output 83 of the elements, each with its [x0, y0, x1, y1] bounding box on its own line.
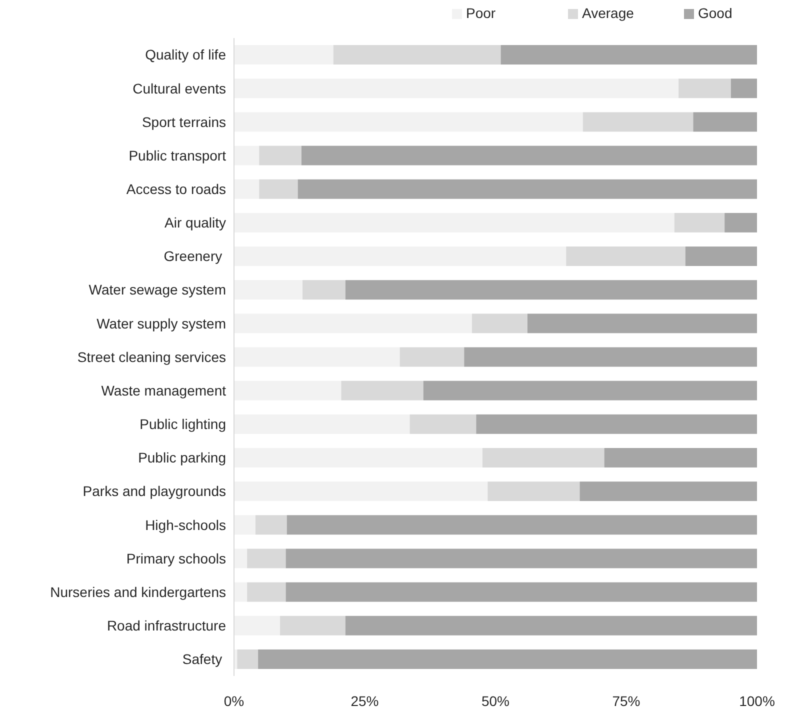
bar: [234, 112, 583, 132]
bar: [685, 246, 757, 266]
x-tick-label: 50%: [481, 693, 510, 709]
y-tick-label: Water supply system: [96, 315, 226, 332]
y-tick-label: Primary schools: [126, 550, 226, 566]
bar: [286, 515, 757, 535]
bar: [333, 45, 501, 65]
bar: [604, 448, 757, 468]
y-tick-label: Waste management: [101, 382, 226, 398]
y-tick-label: Public parking: [138, 450, 226, 466]
bar: [259, 146, 302, 166]
bar: [693, 112, 757, 132]
x-tick-label: 25%: [350, 693, 379, 709]
bar: [234, 515, 256, 535]
legend-label: Average: [582, 5, 634, 21]
bar: [234, 482, 488, 502]
bar: [410, 414, 476, 434]
bar: [345, 616, 757, 636]
bar: [488, 482, 580, 502]
bar: [286, 548, 757, 568]
bar: [464, 347, 757, 367]
bar: [234, 146, 260, 166]
bar: [678, 78, 731, 98]
bar: [301, 146, 757, 166]
y-tick-label: Sport terrains: [142, 114, 226, 130]
bar: [234, 414, 410, 434]
bar: [582, 112, 694, 132]
bar: [400, 347, 464, 367]
y-tick-label: Cultural events: [132, 80, 226, 96]
bar: [247, 582, 286, 602]
y-tick-label: Water sewage system: [88, 282, 226, 298]
bar: [482, 448, 604, 468]
legend-label: Good: [698, 5, 732, 21]
bar: [234, 246, 566, 266]
bar: [234, 616, 280, 636]
bar: [345, 280, 757, 300]
bar: [234, 380, 342, 400]
bar: [234, 45, 334, 65]
bar: [566, 246, 686, 266]
legend-label: Poor: [466, 5, 496, 21]
bar: [237, 649, 258, 669]
y-tick-label: High-schools: [145, 516, 226, 533]
bar: [234, 78, 679, 98]
bar: [234, 280, 303, 300]
y-tick-label: Access to roads: [126, 181, 226, 198]
x-tick-label: 0%: [224, 693, 244, 709]
y-tick-label: Parks and playgrounds: [82, 483, 226, 500]
bar: [234, 582, 248, 602]
bar: [500, 45, 757, 65]
x-tick-label: 75%: [612, 693, 640, 709]
bar: [472, 314, 528, 334]
y-tick-label: Public lighting: [140, 416, 226, 432]
y-tick-label: Public transport: [128, 147, 226, 164]
y-tick-label: Quality of life: [145, 46, 226, 63]
bar: [280, 616, 346, 636]
bar: [234, 548, 248, 568]
y-tick-label: Safety: [182, 651, 226, 668]
bar: [476, 414, 757, 434]
bar: [234, 448, 482, 468]
bar: [298, 179, 757, 199]
bar: [724, 212, 757, 232]
y-tick-label: Street cleaning services: [77, 348, 226, 365]
bar: [259, 179, 298, 199]
bar: [258, 649, 757, 669]
bar: [234, 314, 472, 334]
bar: [255, 515, 287, 535]
bar: [234, 212, 674, 232]
x-tick-label: 100%: [739, 693, 775, 709]
bar: [527, 314, 757, 334]
y-tick-label: Nurseries and kindergartens: [50, 584, 226, 600]
bar: [674, 212, 725, 232]
y-tick-label: Air quality: [164, 214, 226, 231]
bar: [341, 380, 424, 400]
y-tick-label: Greenery: [164, 248, 226, 264]
y-tick-label: Road infrastructure: [106, 618, 226, 634]
bar: [423, 380, 757, 400]
bar: [302, 280, 346, 300]
bar: [234, 347, 400, 367]
bar: [247, 548, 286, 568]
bar: [580, 482, 757, 502]
bar: [234, 179, 260, 199]
bar: [730, 78, 757, 98]
bar: [286, 582, 757, 602]
